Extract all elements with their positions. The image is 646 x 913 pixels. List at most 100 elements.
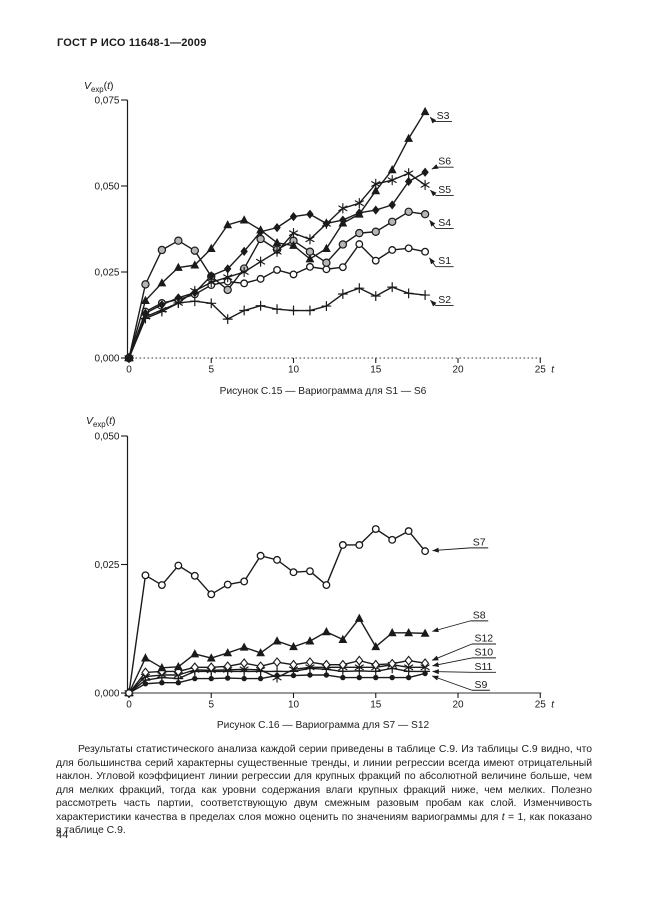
asterisk-marker: [404, 168, 414, 179]
filled-circle-marker: [323, 672, 330, 678]
plus-marker: [239, 305, 250, 316]
plus-marker: [206, 298, 217, 309]
open-diamond-marker: [355, 655, 364, 666]
open-diamond-marker: [141, 667, 150, 678]
filled-triangle-marker: [141, 653, 150, 662]
series-S12-label: S12: [474, 633, 493, 645]
filled-triangle-marker: [190, 649, 200, 658]
series-S8-label: S8: [473, 609, 486, 621]
shaded-circle-marker: [141, 280, 150, 289]
open-circle-marker: [306, 262, 314, 271]
filled-circle-marker: [405, 674, 412, 681]
filled-triangle-marker: [322, 627, 331, 636]
filled-circle-marker: [389, 674, 395, 681]
series-S7-leader-arrow: [432, 547, 471, 553]
series-S4-leader-arrow: [429, 219, 437, 229]
plus-marker: [304, 305, 315, 316]
figure-caption-c15: Рисунок С.15 — Вариограмма для S1 — S6: [219, 386, 427, 397]
asterisk-marker: [305, 234, 315, 245]
asterisk-marker: [256, 256, 266, 267]
open-circle-marker: [371, 256, 380, 265]
open-diamond-marker: [272, 657, 282, 668]
open-diamond-marker: [388, 658, 397, 669]
series-S10-callout: S10: [432, 646, 497, 668]
shaded-circle-marker: [388, 217, 397, 226]
series-S10-label: S10: [474, 646, 493, 658]
series-S6-callout: S6: [431, 156, 454, 170]
x-tick-label: 0: [126, 365, 132, 376]
series-S9-label: S9: [474, 679, 487, 691]
filled-triangle-marker: [289, 240, 298, 249]
filled-circle-marker: [241, 675, 247, 682]
open-circle-marker: [223, 580, 232, 589]
asterisk-marker: [288, 227, 299, 239]
series-S4-line: [128, 211, 426, 359]
asterisk-marker: [420, 179, 430, 191]
series-S11-leader-arrow: [432, 669, 472, 675]
x-tick-label: 25: [535, 700, 547, 711]
open-circle-marker: [322, 581, 331, 590]
x-tick-label: 15: [370, 700, 382, 711]
asterisk-marker: [338, 203, 348, 214]
body-paragraph: Результаты статистического анализа каждо…: [56, 743, 592, 838]
filled-circle-marker: [307, 672, 313, 678]
filled-triangle-marker: [305, 254, 315, 263]
open-diamond-marker: [223, 661, 232, 672]
filled-diamond-marker: [240, 246, 248, 256]
filled-triangle-marker: [272, 237, 282, 247]
page-number: 44: [56, 829, 69, 841]
x-tick-label: 10: [288, 700, 300, 711]
filled-diamond-marker: [322, 218, 331, 229]
y-tick-label: 0,000: [94, 354, 119, 365]
filled-triangle-marker: [157, 278, 167, 287]
filled-triangle-marker: [387, 165, 397, 174]
series-S6: [125, 167, 429, 363]
filled-triangle-marker: [239, 642, 249, 651]
filled-triangle-marker: [338, 634, 348, 643]
filled-diamond-marker: [224, 264, 232, 274]
filled-circle-marker: [373, 674, 379, 681]
shaded-circle-marker: [371, 227, 380, 236]
filled-circle-marker: [208, 675, 214, 682]
filled-triangle-marker: [124, 353, 134, 362]
filled-diamond-marker: [191, 288, 199, 298]
shaded-circle-marker: [190, 246, 199, 255]
filled-triangle-marker: [371, 641, 381, 651]
open-circle-marker: [371, 525, 380, 533]
plus-marker: [370, 291, 381, 302]
open-circle-marker: [125, 689, 133, 697]
filled-circle-marker: [340, 674, 346, 681]
shaded-circle-marker: [157, 245, 167, 255]
filled-diamond-marker: [388, 200, 396, 210]
axes: 0,000 0,025 0,050 0 5 10 15 20 25 t Vexp(t): [86, 415, 555, 711]
open-diamond-marker: [240, 658, 249, 669]
filled-triangle-marker: [223, 648, 233, 657]
shaded-circle-marker: [174, 236, 183, 245]
series-S8: [124, 613, 430, 697]
open-circle-marker: [289, 568, 298, 577]
x-tick-label: 0: [126, 700, 132, 711]
open-circle-marker: [388, 535, 397, 544]
axes: 0,000 0,025 0,050 0,075 0 5 10 15 20 25 t Vexp(t): [84, 80, 555, 376]
x-tick-label: 5: [208, 700, 214, 711]
series-S12-callout: S12: [431, 633, 497, 661]
filled-triangle-marker: [354, 613, 364, 622]
filled-diamond-marker: [141, 308, 150, 318]
y-axis-title: Vexp(t): [84, 80, 114, 94]
open-circle-marker: [141, 571, 150, 580]
y-tick-label: 0,050: [94, 432, 119, 443]
variogram-chart-s7-s12: 0,000 0,025 0,050 0 5 10 15 20 25 t Vexp(t) S7 S8 S12…: [86, 415, 555, 711]
filled-triangle-marker: [387, 628, 397, 637]
open-circle-marker: [404, 244, 413, 253]
series-S2-line: [128, 286, 426, 359]
y-tick-label: 0,075: [94, 96, 119, 107]
shaded-circle-marker: [223, 285, 232, 295]
plus-marker: [337, 289, 348, 300]
open-circle-marker: [355, 541, 364, 549]
shaded-circle-marker: [322, 258, 331, 267]
shaded-circle-marker: [338, 240, 348, 249]
series-S10-leader-arrow: [432, 657, 473, 668]
filled-diamond-marker: [289, 212, 298, 222]
open-circle-marker: [289, 270, 298, 279]
